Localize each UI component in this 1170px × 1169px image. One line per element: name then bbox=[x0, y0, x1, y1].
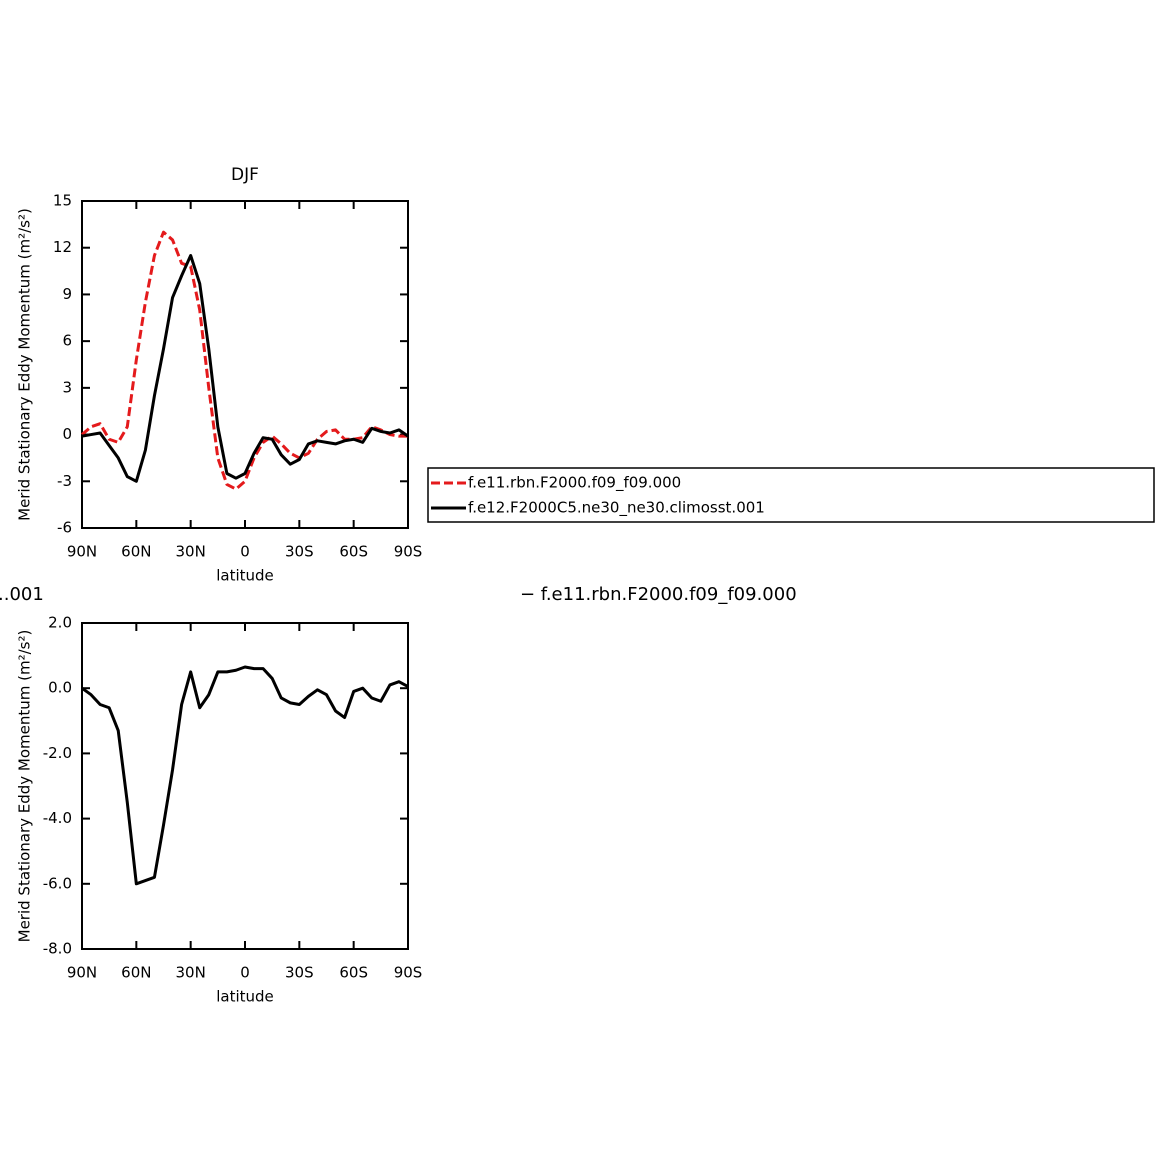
y-tick-label: -6.0 bbox=[43, 874, 72, 892]
x-tick-label: 30S bbox=[285, 543, 314, 561]
x-tick-label: 30S bbox=[285, 964, 314, 982]
x-tick-label: 60S bbox=[339, 964, 368, 982]
line-series bbox=[81, 665, 409, 886]
y-tick-label: 12 bbox=[53, 238, 72, 256]
x-tick-label: 60N bbox=[121, 543, 151, 561]
y-tick-label: -2.0 bbox=[43, 744, 72, 762]
y-axis-label: Merid Stationary Eddy Momentum (m²/s²) bbox=[16, 630, 34, 943]
chart-title: DJF bbox=[231, 165, 259, 185]
y-tick-label: 2.0 bbox=[48, 614, 72, 632]
annotation: − f.e11.rbn.F2000.f09_f09.000 bbox=[520, 584, 797, 605]
plot-frame bbox=[81, 622, 409, 950]
x-tick-label: 0 bbox=[240, 964, 250, 982]
x-axis-label: latitude bbox=[216, 988, 274, 1006]
x-tick-label: 0 bbox=[240, 543, 250, 561]
y-tick-label: 15 bbox=[53, 192, 72, 210]
x-tick-label: 90N bbox=[67, 543, 97, 561]
y-tick-label: -8.0 bbox=[43, 940, 72, 958]
y-tick-label: 9 bbox=[62, 285, 72, 303]
chart-title: ..001 bbox=[0, 584, 44, 605]
line-series bbox=[81, 254, 409, 483]
y-tick-label: 0 bbox=[62, 425, 72, 443]
legend-box bbox=[427, 467, 1155, 523]
line-series bbox=[81, 230, 408, 491]
legend-label: f.e11.rbn.F2000.f09_f09.000 bbox=[468, 474, 681, 493]
x-tick-label: 90S bbox=[394, 964, 423, 982]
x-axis-label: latitude bbox=[216, 567, 274, 585]
x-tick-label: 60N bbox=[121, 964, 151, 982]
y-tick-label: 0.0 bbox=[48, 679, 72, 697]
y-axis-label: Merid Stationary Eddy Momentum (m²/s²) bbox=[16, 208, 34, 521]
x-tick-label: 90N bbox=[67, 964, 97, 982]
x-tick-label: 60S bbox=[339, 543, 368, 561]
x-tick-label: 30N bbox=[176, 964, 206, 982]
y-tick-label: -6 bbox=[57, 519, 72, 537]
y-tick-label: -3 bbox=[57, 472, 72, 490]
y-tick-label: 3 bbox=[62, 378, 72, 396]
legend-label: f.e12.F2000C5.ne30_ne30.climosst.001 bbox=[468, 499, 765, 518]
plot-frame bbox=[81, 200, 409, 529]
y-tick-label: -4.0 bbox=[43, 809, 72, 827]
x-tick-label: 90S bbox=[394, 543, 423, 561]
x-tick-label: 30N bbox=[176, 543, 206, 561]
y-tick-label: 6 bbox=[62, 332, 72, 350]
